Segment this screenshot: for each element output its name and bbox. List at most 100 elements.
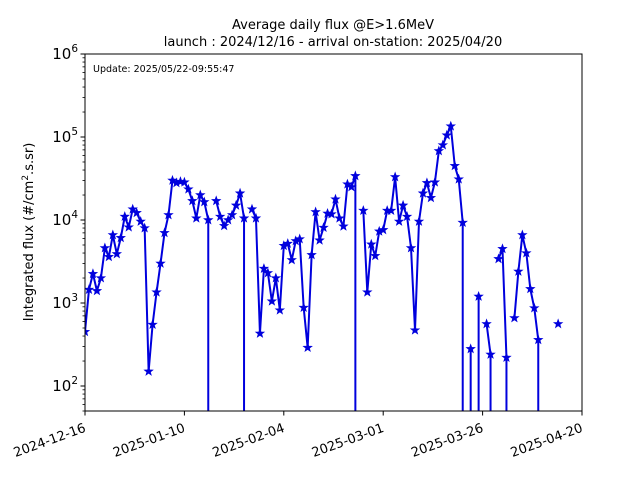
data-point-marker (143, 365, 154, 376)
data-point-marker (234, 187, 246, 198)
data-point-marker (445, 120, 457, 131)
data-point-marker (437, 139, 449, 150)
data-point-marker (250, 212, 262, 223)
data-point-marker (509, 312, 520, 323)
data-point-marker (139, 222, 150, 233)
data-point-marker (318, 222, 329, 233)
data-point-marker (338, 220, 349, 231)
y-axis-label-main: Integrated flux (#/cm (22, 181, 37, 322)
y-tick-label-base: 10 (52, 128, 71, 146)
data-point-marker (473, 290, 484, 301)
data-point-marker (203, 214, 214, 225)
data-point-marker (314, 234, 325, 245)
data-point-marker (481, 318, 492, 329)
data-point-marker (274, 304, 286, 315)
data-point-marker (429, 176, 441, 187)
data-point-marker (294, 233, 305, 244)
data-point-marker (87, 268, 99, 279)
data-point-marker (497, 243, 508, 254)
data-point-marker (465, 343, 476, 354)
data-point-marker (159, 227, 170, 238)
data-point-marker (226, 209, 238, 220)
data-point-marker (99, 242, 111, 253)
y-tick-label: 105 (52, 126, 78, 146)
data-point-marker (85, 284, 95, 295)
y-tick-label-exponent: 3 (71, 292, 78, 304)
data-point-marker (501, 352, 512, 363)
data-point-marker (397, 199, 409, 210)
data-point-marker (457, 217, 468, 228)
data-point-marker (389, 171, 401, 182)
data-point-marker (246, 203, 258, 214)
y-tick-label-exponent: 4 (71, 209, 78, 221)
data-point-marker (167, 174, 178, 185)
data-point-marker (493, 253, 504, 264)
y-axis-label-end: .s.sr) (22, 143, 37, 175)
data-point-marker (131, 207, 142, 218)
data-point-marker (326, 208, 337, 219)
data-point-marker (533, 334, 544, 345)
data-point-marker (370, 250, 381, 261)
data-point-marker (155, 257, 166, 268)
data-point-marker (282, 238, 293, 249)
y-tick-label-exponent: 5 (71, 126, 78, 138)
data-point-marker (195, 189, 206, 200)
y-tick-label: 106 (52, 43, 78, 63)
data-point-marker (366, 238, 377, 249)
data-point-marker (449, 160, 460, 171)
data-point-marker (358, 205, 369, 215)
data-point-marker (115, 232, 126, 243)
data-point-marker (409, 324, 421, 335)
data-point-marker (330, 193, 341, 204)
data-point-marker (529, 302, 540, 313)
y-tick-label-base: 10 (52, 294, 71, 312)
data-point-marker (214, 211, 226, 221)
data-point-marker (334, 212, 345, 223)
data-point-marker (266, 295, 278, 306)
data-point-marker (517, 229, 528, 240)
data-point-marker (111, 248, 123, 259)
data-point-marker (135, 216, 146, 226)
series-layer (85, 120, 564, 411)
data-point-marker (350, 170, 361, 181)
y-tick-label-base: 10 (52, 377, 71, 395)
data-point-marker (262, 267, 274, 278)
data-point-marker (453, 173, 464, 184)
data-point-marker (385, 205, 397, 215)
data-point-marker (218, 220, 230, 231)
y-axis-label: Integrated flux (#/cm2.s.sr) (21, 143, 37, 322)
update-annotation: Update: 2025/05/22-09:55:47 (93, 64, 234, 75)
data-point-marker (103, 251, 115, 262)
data-point-marker (433, 145, 445, 156)
data-point-marker (258, 263, 270, 273)
data-point-marker (310, 206, 321, 217)
y-tick-label-exponent: 6 (71, 43, 78, 55)
y-tick-label: 103 (52, 292, 78, 312)
data-point-marker (230, 199, 242, 210)
data-point-marker (525, 283, 536, 294)
data-point-marker (191, 212, 202, 223)
y-tick-label-exponent: 2 (71, 375, 78, 387)
data-point-marker (346, 181, 357, 192)
data-point-marker (552, 318, 564, 329)
data-point-marker (286, 254, 297, 265)
data-point-marker (238, 212, 250, 223)
data-point-marker (425, 192, 437, 203)
data-point-marker (270, 272, 282, 283)
data-point-marker (378, 224, 389, 235)
data-point-marker (401, 211, 413, 221)
data-point-marker (187, 195, 198, 206)
data-point-marker (123, 221, 134, 232)
data-point-marker (362, 286, 373, 297)
data-point-marker (485, 348, 496, 359)
data-point-marker (302, 342, 313, 353)
y-axis-label-sup: 2 (21, 175, 31, 181)
data-point-marker (421, 177, 433, 188)
data-point-marker (179, 176, 190, 187)
data-point-marker (119, 211, 130, 221)
data-point-marker (513, 265, 524, 276)
data-point-marker (147, 319, 158, 329)
data-point-marker (107, 229, 119, 240)
data-point-marker (127, 203, 138, 214)
